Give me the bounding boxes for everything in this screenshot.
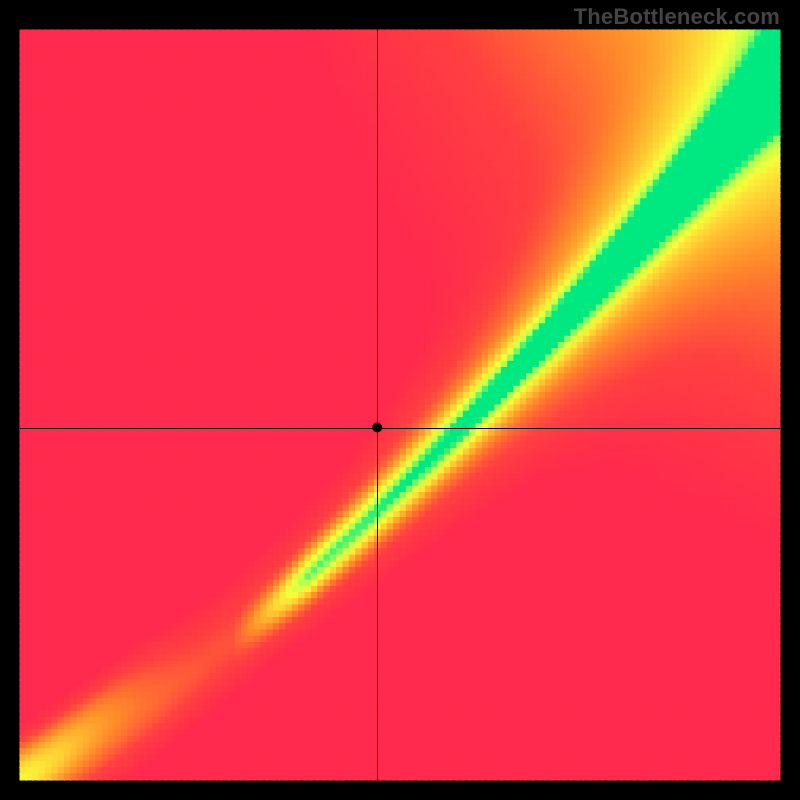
watermark-text: TheBottleneck.com: [574, 4, 780, 30]
chart-container: TheBottleneck.com: [0, 0, 800, 800]
bottleneck-heatmap: [0, 0, 800, 800]
